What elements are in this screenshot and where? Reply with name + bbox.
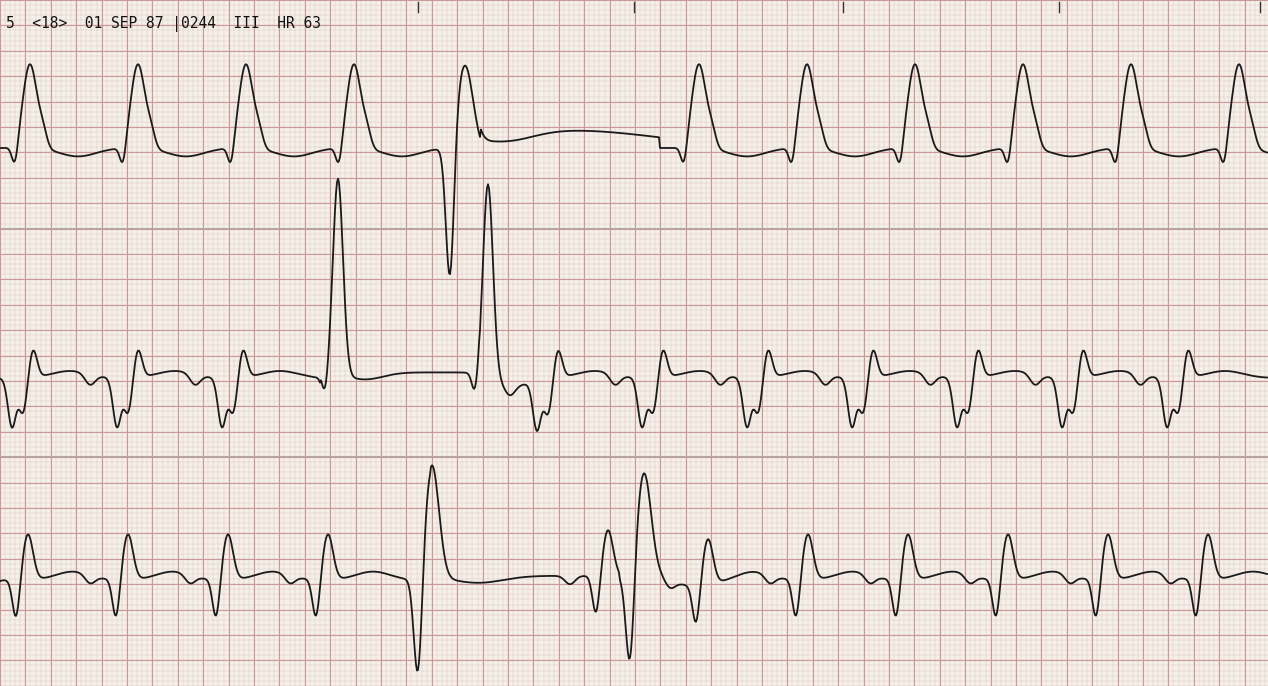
Text: 5  <18>  01 SEP 87 |0244  III  HR 63: 5 <18> 01 SEP 87 |0244 III HR 63 <box>6 16 321 32</box>
